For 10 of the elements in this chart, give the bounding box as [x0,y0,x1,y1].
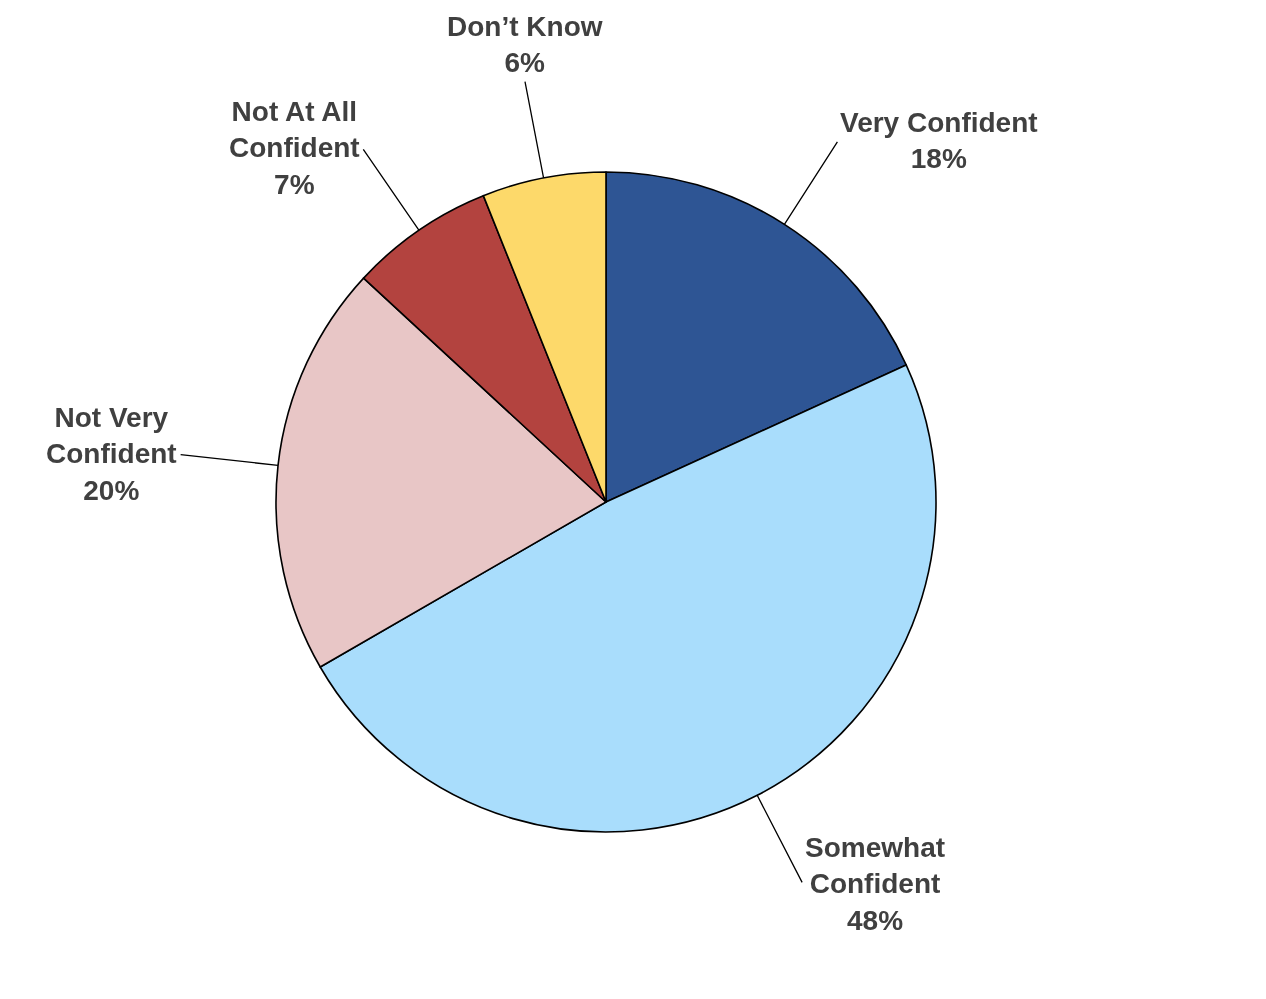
slice-label: Not At All Confident [229,96,360,164]
slice-label: Very Confident [840,107,1038,138]
data-label: 48% [846,904,904,936]
slice-label: Don’t Know [447,11,603,42]
data-label: 20% [83,474,140,506]
data-label: 6% [504,47,546,79]
data-label: 7% [274,168,315,200]
slice-label: Somewhat Confident [805,832,946,900]
slice-label: Not Very Confident [46,402,177,470]
data-label: 18% [910,143,967,175]
